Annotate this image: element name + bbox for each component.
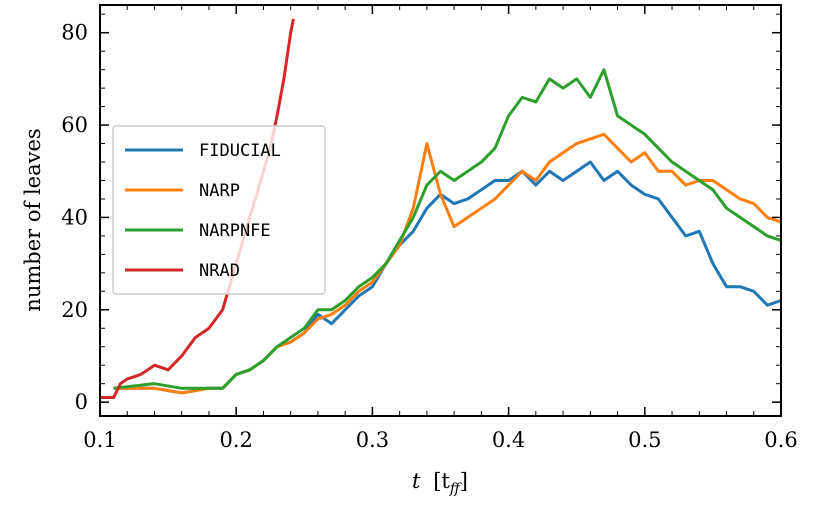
series-line-nrad — [100, 18, 295, 400]
y-tick-label: 20 — [61, 298, 88, 322]
legend-label-fiducial: FIDUCIAL — [199, 141, 281, 161]
series-lines — [100, 18, 781, 400]
x-axis-label: t [tff] — [412, 469, 468, 497]
x-tick-label: 0.3 — [356, 428, 389, 452]
legend: FIDUCIAL NARP NARPNFE NRAD — [112, 125, 326, 295]
legend-label-narpnfe: NARPNFE — [199, 221, 271, 241]
y-axis-label: number of leaves — [21, 128, 45, 311]
plot-frame — [99, 4, 782, 417]
y-tick-label: 0 — [75, 390, 88, 414]
y-axis: 0 20 40 60 80 — [61, 13, 781, 414]
legend-box — [112, 125, 326, 295]
y-tick-label: 60 — [61, 113, 88, 137]
x-tick-label: 0.5 — [628, 428, 661, 452]
series-line-narpnfe — [113, 68, 781, 390]
legend-label-nrad: NRAD — [199, 261, 240, 281]
x-axis: 0.1 0.2 0.3 0.4 0.5 0.6 — [83, 5, 798, 452]
x-tick-label: 0.2 — [219, 428, 252, 452]
x-tick-label: 0.6 — [764, 428, 797, 452]
x-tick-label: 0.1 — [83, 428, 116, 452]
y-tick-label: 40 — [61, 205, 88, 229]
legend-label-narp: NARP — [199, 181, 240, 201]
y-tick-label: 80 — [61, 21, 88, 45]
x-tick-label: 0.4 — [492, 428, 525, 452]
